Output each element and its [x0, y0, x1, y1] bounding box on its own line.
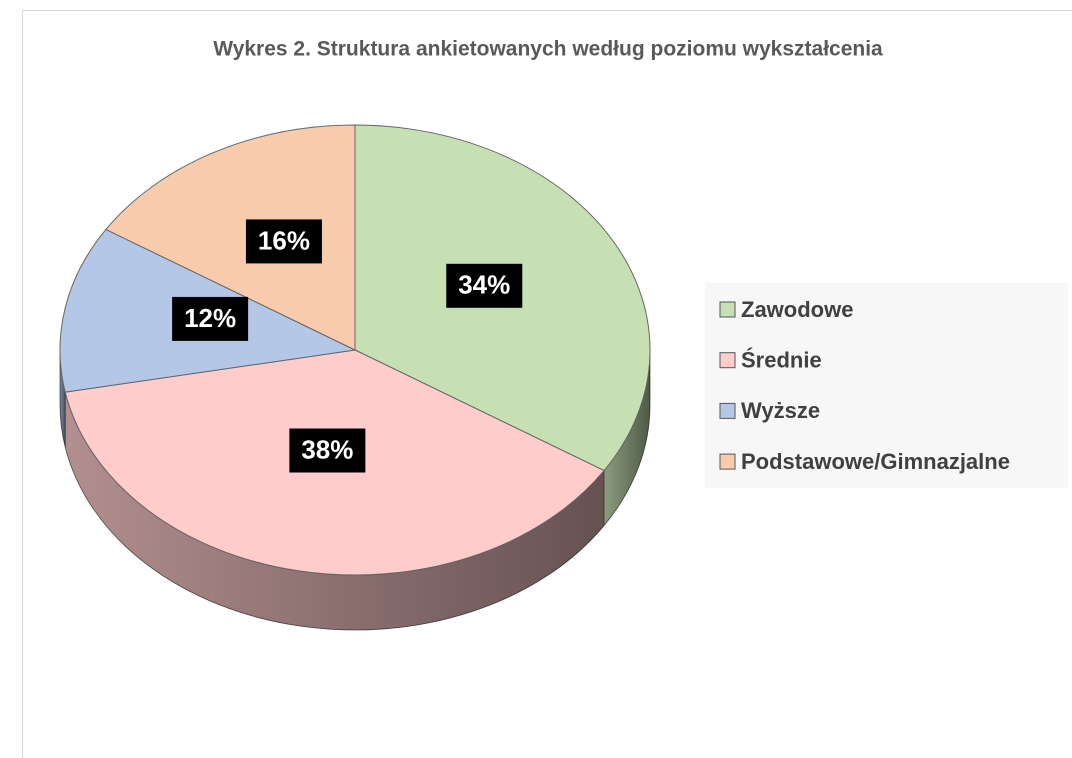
data-label: 38%: [301, 434, 353, 464]
legend-swatch: [719, 352, 736, 369]
legend-label: Średnie: [741, 348, 822, 373]
data-label: 12%: [184, 303, 236, 333]
legend-label: Wyższe: [741, 398, 820, 423]
legend-label: Podstawowe/Gimnazjalne: [741, 449, 1010, 474]
legend-swatch: [719, 453, 736, 470]
legend-box: [705, 283, 1068, 488]
data-label: 34%: [458, 270, 510, 300]
legend-swatch: [719, 301, 736, 318]
data-label-box: [172, 296, 249, 341]
chart-title: Wykres 2. Struktura ankietowanych według…: [213, 38, 883, 61]
slice-side-shade: [65, 392, 605, 630]
slice: [105, 124, 356, 351]
legend-swatch: [719, 402, 736, 419]
data-label: 16%: [258, 225, 310, 255]
data-label-box: [245, 219, 322, 264]
legend-label: Zawodowe: [741, 297, 853, 322]
data-label-box: [289, 428, 366, 473]
data-label-box: [446, 263, 523, 308]
